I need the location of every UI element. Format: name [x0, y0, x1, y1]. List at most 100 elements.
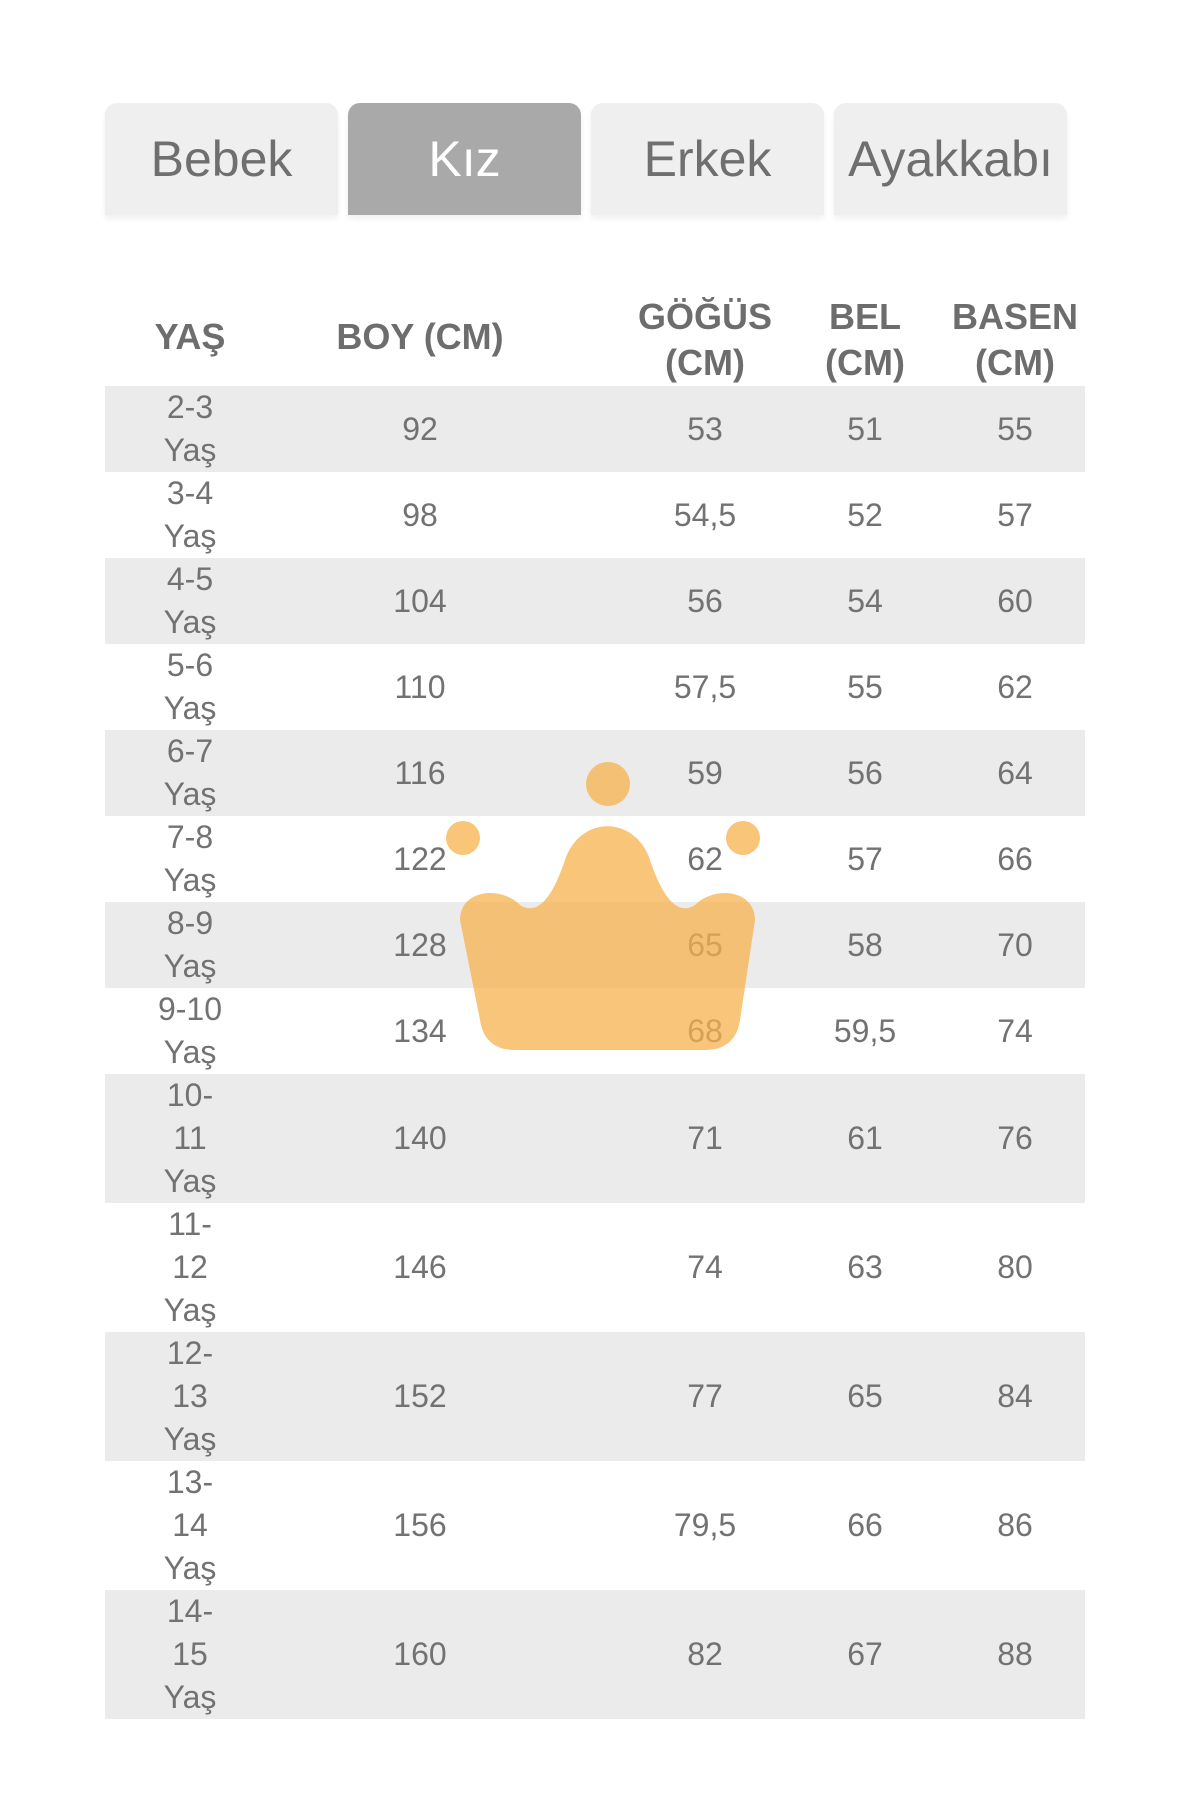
basen-cell: 60: [997, 582, 1033, 619]
table-row: 8-9 Yaş 128 65 58 70: [105, 902, 1085, 988]
bel-cell: 57: [847, 840, 883, 877]
header-gogus: GÖĞÜS (CM): [605, 294, 805, 386]
table-row: 7-8 Yaş 122 62 57 66: [105, 816, 1085, 902]
age-line: 12-: [166, 1335, 214, 1371]
header-gogus-line2: (CM): [665, 342, 745, 383]
tab-ayakkabi[interactable]: Ayakkabı: [834, 103, 1067, 215]
boy-cell: 92: [402, 410, 438, 447]
bel-cell: 65: [847, 1378, 883, 1414]
table-row: 9-10 Yaş 134 68 59,5 74: [105, 988, 1085, 1074]
tab-kiz[interactable]: Kız: [348, 103, 581, 215]
age-line: 12: [172, 1249, 208, 1285]
age-line: Yaş: [163, 1550, 217, 1586]
boy-cell: 156: [393, 1507, 447, 1543]
age-line: Yaş: [163, 862, 217, 898]
age-cell: 8-9 Yaş: [105, 902, 275, 988]
boy-cell: 140: [393, 1120, 447, 1156]
basen-cell: 57: [997, 496, 1033, 533]
age-line: 3-4: [166, 475, 214, 511]
category-tabs: Bebek Kız Erkek Ayakkabı: [105, 103, 1067, 215]
age-cell: 4-5 Yaş: [105, 558, 275, 644]
table-row: 14- 15 Yaş 160 82 67 88: [105, 1590, 1085, 1719]
age-line: Yaş: [163, 1034, 217, 1070]
age-line: Yaş: [163, 1163, 217, 1199]
age-line: 11-: [168, 1206, 212, 1242]
gogus-cell: 53: [687, 410, 723, 447]
boy-cell: 122: [393, 840, 447, 877]
basen-cell: 70: [997, 926, 1033, 963]
gogus-cell: 71: [687, 1120, 723, 1156]
age-line: 4-5: [166, 561, 214, 597]
age-line: 11: [173, 1120, 207, 1156]
table-row: 3-4 Yaş 98 54,5 52 57: [105, 472, 1085, 558]
age-cell: 13- 14 Yaş: [105, 1461, 275, 1590]
age-line: Yaş: [163, 432, 217, 468]
gogus-cell: 59: [687, 754, 723, 791]
age-line: Yaş: [163, 604, 217, 640]
header-basen-line2: (CM): [975, 342, 1055, 383]
table-row: 11- 12 Yaş 146 74 63 80: [105, 1203, 1085, 1332]
boy-cell: 98: [402, 496, 438, 533]
age-line: 14-: [166, 1593, 214, 1629]
bel-cell: 55: [847, 668, 883, 705]
bel-cell: 59,5: [833, 1012, 897, 1049]
tab-erkek[interactable]: Erkek: [591, 103, 824, 215]
gogus-cell: 77: [687, 1378, 723, 1414]
age-line: 2-3: [166, 389, 214, 425]
header-bel-line1: BEL: [829, 296, 901, 337]
bel-cell: 61: [847, 1120, 883, 1156]
bel-cell: 51: [847, 410, 883, 447]
basen-cell: 62: [997, 668, 1033, 705]
age-line: Yaş: [163, 1679, 217, 1715]
bel-cell: 58: [847, 926, 883, 963]
basen-cell: 76: [997, 1120, 1033, 1156]
age-line: Yaş: [163, 776, 217, 812]
age-line: 9-10: [157, 991, 223, 1027]
tab-bebek[interactable]: Bebek: [105, 103, 338, 215]
size-chart-table: YAŞ BOY (CM) GÖĞÜS (CM) BEL (CM) BASEN (…: [105, 280, 1085, 1719]
basen-cell: 86: [997, 1507, 1033, 1543]
age-line: 5-6: [166, 647, 214, 683]
table-header: YAŞ BOY (CM) GÖĞÜS (CM) BEL (CM) BASEN (…: [105, 280, 1085, 386]
header-gogus-line1: GÖĞÜS: [637, 296, 772, 337]
basen-cell: 74: [997, 1012, 1033, 1049]
age-line: 7-8: [166, 819, 214, 855]
age-line: Yaş: [163, 518, 217, 554]
basen-cell: 64: [997, 754, 1033, 791]
boy-cell: 152: [393, 1378, 447, 1414]
boy-cell: 160: [393, 1636, 447, 1672]
table-row: 5-6 Yaş 110 57,5 55 62: [105, 644, 1085, 730]
gogus-cell: 54,5: [673, 496, 737, 533]
table-row: 4-5 Yaş 104 56 54 60: [105, 558, 1085, 644]
boy-cell: 134: [393, 1012, 447, 1049]
boy-cell: 116: [394, 754, 446, 791]
age-line: 6-7: [166, 733, 214, 769]
age-cell: 11- 12 Yaş: [105, 1203, 275, 1332]
gogus-cell: 68: [687, 1012, 723, 1049]
header-basen-line1: BASEN: [951, 296, 1079, 337]
gogus-cell: 62: [687, 840, 723, 877]
age-cell: 10- 11 Yaş: [105, 1074, 275, 1203]
gogus-cell: 57,5: [673, 668, 737, 705]
table-row: 12- 13 Yaş 152 77 65 84: [105, 1332, 1085, 1461]
gogus-cell: 56: [687, 582, 723, 619]
basen-cell: 66: [997, 840, 1033, 877]
bel-cell: 63: [847, 1249, 883, 1285]
table-row: 13- 14 Yaş 156 79,5 66 86: [105, 1461, 1085, 1590]
header-yas: YAŞ: [154, 316, 226, 357]
basen-cell: 80: [997, 1249, 1033, 1285]
age-cell: 9-10 Yaş: [105, 988, 275, 1074]
age-line: Yaş: [163, 690, 217, 726]
bel-cell: 56: [847, 754, 883, 791]
table-row: 10- 11 Yaş 140 71 61 76: [105, 1074, 1085, 1203]
boy-cell: 128: [393, 926, 447, 963]
bel-cell: 67: [847, 1636, 883, 1672]
basen-cell: 84: [997, 1378, 1033, 1414]
table-row: 2-3 Yaş 92 53 51 55: [105, 386, 1085, 472]
age-cell: 3-4 Yaş: [105, 472, 275, 558]
bel-cell: 66: [847, 1507, 883, 1543]
gogus-cell: 74: [687, 1249, 723, 1285]
age-cell: 14- 15 Yaş: [105, 1590, 275, 1719]
age-line: 13: [172, 1378, 208, 1414]
gogus-cell: 65: [687, 926, 723, 963]
